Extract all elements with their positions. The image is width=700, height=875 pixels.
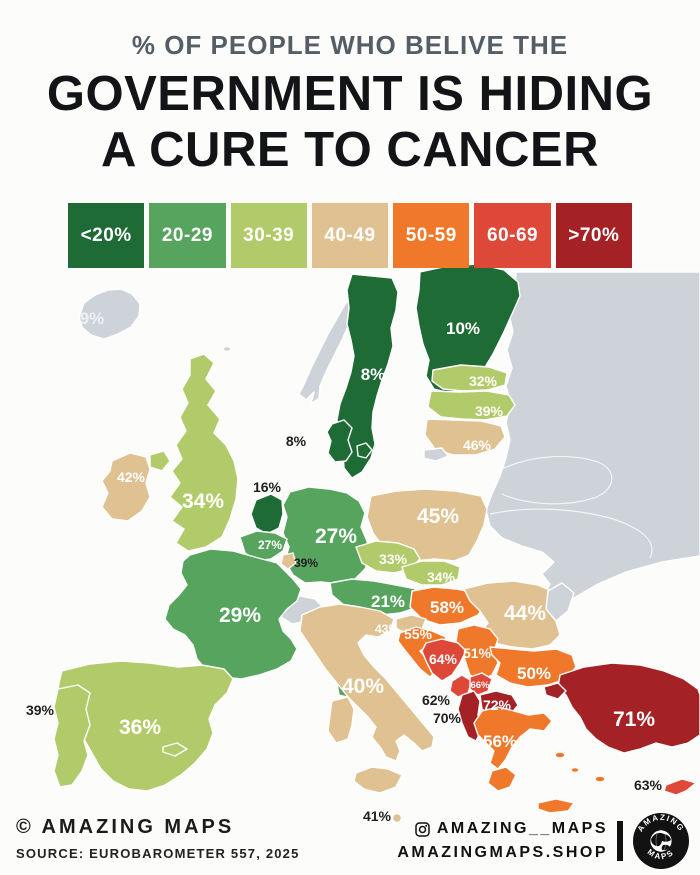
value-label-malta: 41% <box>363 808 392 824</box>
legend-swatch-label: <20% <box>80 224 132 246</box>
shop-url: AMAZINGMAPS.SHOP <box>397 844 608 861</box>
legend-swatch-label: 60-69 <box>486 224 539 246</box>
footer-links: AMAZING__MAPS AMAZINGMAPS.SHOP AMAZING M… <box>397 812 690 870</box>
legend-swatch: 20-29 <box>149 203 226 268</box>
legend-swatch: 40-49 <box>311 203 389 268</box>
country-cyprus <box>663 778 697 796</box>
country-slovakia <box>401 560 461 586</box>
value-label-spain: 36% <box>119 716 161 739</box>
country-netherlands <box>250 493 284 535</box>
value-label-hungary: 58% <box>430 598 464 617</box>
country-russia <box>485 271 700 625</box>
legend-swatch: <20% <box>68 203 145 268</box>
value-label-greece: 56% <box>483 732 517 751</box>
legend-swatch-label: 40-49 <box>324 224 376 246</box>
amazing-maps-logo: AMAZING MAPS <box>633 813 689 869</box>
country-portugal <box>53 684 91 788</box>
country-kaliningrad <box>423 447 449 462</box>
legend-swatch: >70% <box>555 203 632 268</box>
value-label-iceland: 9% <box>80 309 105 328</box>
title-line-1: GOVERNMENT IS HIDING <box>46 67 654 121</box>
country-ireland <box>101 452 151 522</box>
instagram-icon <box>415 821 430 837</box>
legend-swatch: 50-59 <box>393 203 470 268</box>
country-sweden <box>336 273 399 479</box>
value-label-ireland: 42% <box>117 469 146 485</box>
value-label-latvia: 39% <box>475 403 504 419</box>
value-label-italy: 40% <box>342 675 384 698</box>
value-label-belgium: 27% <box>258 538 282 552</box>
legend-swatch: 30-39 <box>230 203 307 268</box>
source-text: SOURCE: EUROBAROMETER 557, 2025 <box>16 846 300 861</box>
value-label-estonia: 32% <box>469 373 498 389</box>
value-label-france: 29% <box>219 604 261 627</box>
value-label-sweden: 8% <box>361 365 386 384</box>
country-moldova <box>545 582 575 622</box>
value-label-albania: 70% <box>433 710 462 726</box>
value-label-germany: 27% <box>315 525 357 548</box>
value-label-denmark: 8% <box>286 433 307 449</box>
value-label-slovenia: 43% <box>375 622 399 636</box>
value-label-bulgaria: 50% <box>517 664 551 683</box>
country-lithuania <box>424 418 506 456</box>
subtitle: % OF PEOPLE WHO BELIVE THE <box>131 30 569 60</box>
border-belarus <box>499 455 613 505</box>
value-label-austria: 21% <box>371 592 405 611</box>
globe-icon <box>649 829 673 853</box>
logo-text-bottom: MAPS <box>646 847 674 861</box>
value-label-kosovo: 66% <box>470 680 490 691</box>
value-label-serbia: 51% <box>463 645 492 661</box>
footer-attribution: © AMAZING MAPS SOURCE: EUROBAROMETER 557… <box>16 816 300 861</box>
value-label-slovakia: 34% <box>427 569 456 585</box>
value-label-finland: 10% <box>446 319 480 338</box>
legend: <20% 20-29 30-39 40-49 50-59 60-69 >70% <box>68 203 632 268</box>
value-label-croatia: 55% <box>404 626 433 642</box>
country-bosnia <box>421 638 467 682</box>
country-uk <box>149 353 239 552</box>
country-turkey <box>543 662 700 754</box>
country-iceland <box>78 288 141 340</box>
country-malta <box>391 812 403 824</box>
page-title: GOVERNMENT IS HIDING A CURE TO CANCER <box>0 66 700 178</box>
copyright-text: © AMAZING MAPS <box>16 816 235 838</box>
country-latvia <box>427 390 516 421</box>
country-greece <box>473 706 606 814</box>
value-label-turkey: 71% <box>613 708 655 731</box>
border-ukraine <box>489 508 653 559</box>
legend-swatch: 60-69 <box>474 203 551 268</box>
value-label-uk: 34% <box>182 490 224 513</box>
value-label-lithuania: 46% <box>463 437 492 453</box>
country-italy <box>299 603 435 794</box>
country-faroe <box>222 345 232 353</box>
country-kosovo <box>469 672 493 696</box>
value-label-czechia: 33% <box>379 551 408 567</box>
value-label-montenegro: 62% <box>422 692 451 708</box>
separator-bar <box>617 821 623 861</box>
svg-text:MAPS: MAPS <box>646 847 676 861</box>
legend-swatch-label: 20-29 <box>161 224 213 246</box>
value-label-luxembourg: 39% <box>294 556 318 570</box>
instagram-handle: AMAZING__MAPS <box>436 820 608 837</box>
legend-swatch-label: 30-39 <box>243 224 295 246</box>
country-estonia <box>431 364 508 392</box>
value-label-cyprus: 63% <box>634 777 663 793</box>
value-label-netherlands: 16% <box>253 479 282 495</box>
value-label-macedonia: 72% <box>483 697 512 713</box>
legend-swatch-label: >70% <box>568 224 620 246</box>
country-denmark <box>326 419 373 463</box>
value-label-portugal: 39% <box>26 702 55 718</box>
title-line-2: A CURE TO CANCER <box>100 123 600 177</box>
value-label-romania: 44% <box>504 602 546 625</box>
country-bulgaria <box>489 646 577 688</box>
value-label-bosnia: 64% <box>429 651 458 667</box>
value-label-poland: 45% <box>417 505 459 528</box>
legend-swatch-label: 50-59 <box>405 224 457 246</box>
country-luxembourg <box>280 552 297 570</box>
